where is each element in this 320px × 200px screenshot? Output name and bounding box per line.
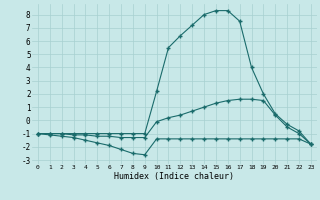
X-axis label: Humidex (Indice chaleur): Humidex (Indice chaleur): [115, 172, 234, 181]
